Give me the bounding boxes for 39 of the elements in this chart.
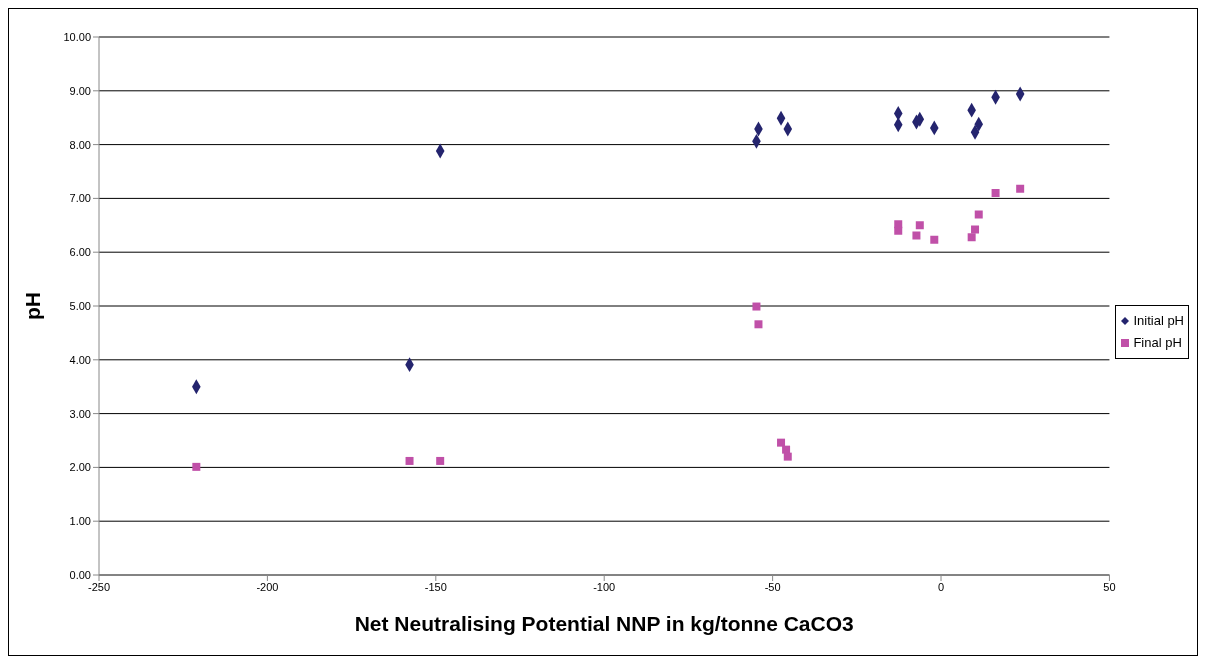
x-tick-label: -50 xyxy=(764,580,781,593)
point xyxy=(967,233,976,242)
point xyxy=(192,462,201,471)
point xyxy=(752,302,761,311)
point xyxy=(894,226,903,235)
y-tick-label: 4.00 xyxy=(69,353,91,366)
point xyxy=(782,445,791,454)
point xyxy=(991,189,1000,198)
x-tick-label: 50 xyxy=(1103,580,1116,593)
y-tick-label: 0.00 xyxy=(69,568,91,581)
y-tick-label: 2.00 xyxy=(69,461,91,474)
y-tick-label: 3.00 xyxy=(69,407,91,420)
x-tick-label: -100 xyxy=(593,580,616,593)
x-tick-label: -200 xyxy=(256,580,279,593)
x-tick-label: -250 xyxy=(87,580,111,593)
legend-label: Final pH xyxy=(1133,334,1182,352)
point xyxy=(915,221,924,230)
y-tick-label: 1.00 xyxy=(69,515,91,528)
point xyxy=(754,320,763,329)
point xyxy=(930,235,939,244)
point xyxy=(912,231,921,240)
y-tick-label: 8.00 xyxy=(69,138,91,151)
x-axis-title: Net Neutralising Potential NNP in kg/tonne CaCO3 xyxy=(354,612,854,635)
point xyxy=(971,225,980,234)
y-tick-label: 9.00 xyxy=(69,84,91,97)
point xyxy=(974,210,983,219)
y-tick-label: 5.00 xyxy=(69,299,91,312)
x-tick-label: 0 xyxy=(937,580,945,593)
y-tick-label: 7.00 xyxy=(69,192,91,205)
y-tick-label: 6.00 xyxy=(69,246,91,259)
point xyxy=(783,452,792,461)
x-tick-label: -150 xyxy=(424,580,447,593)
point xyxy=(405,456,414,465)
point xyxy=(436,456,445,465)
legend-label: Initial pH xyxy=(1133,312,1184,330)
point xyxy=(777,438,786,447)
y-axis-title: pH xyxy=(21,292,45,320)
point xyxy=(1016,184,1025,193)
y-tick-label: 10.00 xyxy=(63,30,91,43)
